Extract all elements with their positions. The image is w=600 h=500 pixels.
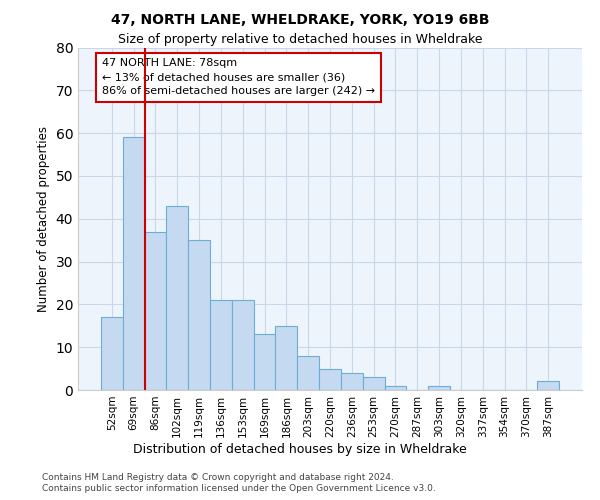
Bar xyxy=(232,300,254,390)
Text: Contains public sector information licensed under the Open Government Licence v3: Contains public sector information licen… xyxy=(42,484,436,493)
Bar xyxy=(166,206,188,390)
Text: Distribution of detached houses by size in Wheldrake: Distribution of detached houses by size … xyxy=(133,442,467,456)
Bar xyxy=(319,368,341,390)
Bar xyxy=(297,356,319,390)
Bar xyxy=(428,386,450,390)
Bar xyxy=(341,373,363,390)
Bar xyxy=(188,240,210,390)
Text: 47, NORTH LANE, WHELDRAKE, YORK, YO19 6BB: 47, NORTH LANE, WHELDRAKE, YORK, YO19 6B… xyxy=(111,12,489,26)
Text: Size of property relative to detached houses in Wheldrake: Size of property relative to detached ho… xyxy=(118,32,482,46)
Bar xyxy=(275,326,297,390)
Bar xyxy=(363,377,385,390)
Text: Contains HM Land Registry data © Crown copyright and database right 2024.: Contains HM Land Registry data © Crown c… xyxy=(42,472,394,482)
Bar xyxy=(145,232,166,390)
Bar xyxy=(210,300,232,390)
Bar xyxy=(101,317,123,390)
Bar xyxy=(123,138,145,390)
Y-axis label: Number of detached properties: Number of detached properties xyxy=(37,126,50,312)
Bar xyxy=(537,382,559,390)
Bar xyxy=(254,334,275,390)
Text: 47 NORTH LANE: 78sqm
← 13% of detached houses are smaller (36)
86% of semi-detac: 47 NORTH LANE: 78sqm ← 13% of detached h… xyxy=(102,58,375,96)
Bar xyxy=(385,386,406,390)
